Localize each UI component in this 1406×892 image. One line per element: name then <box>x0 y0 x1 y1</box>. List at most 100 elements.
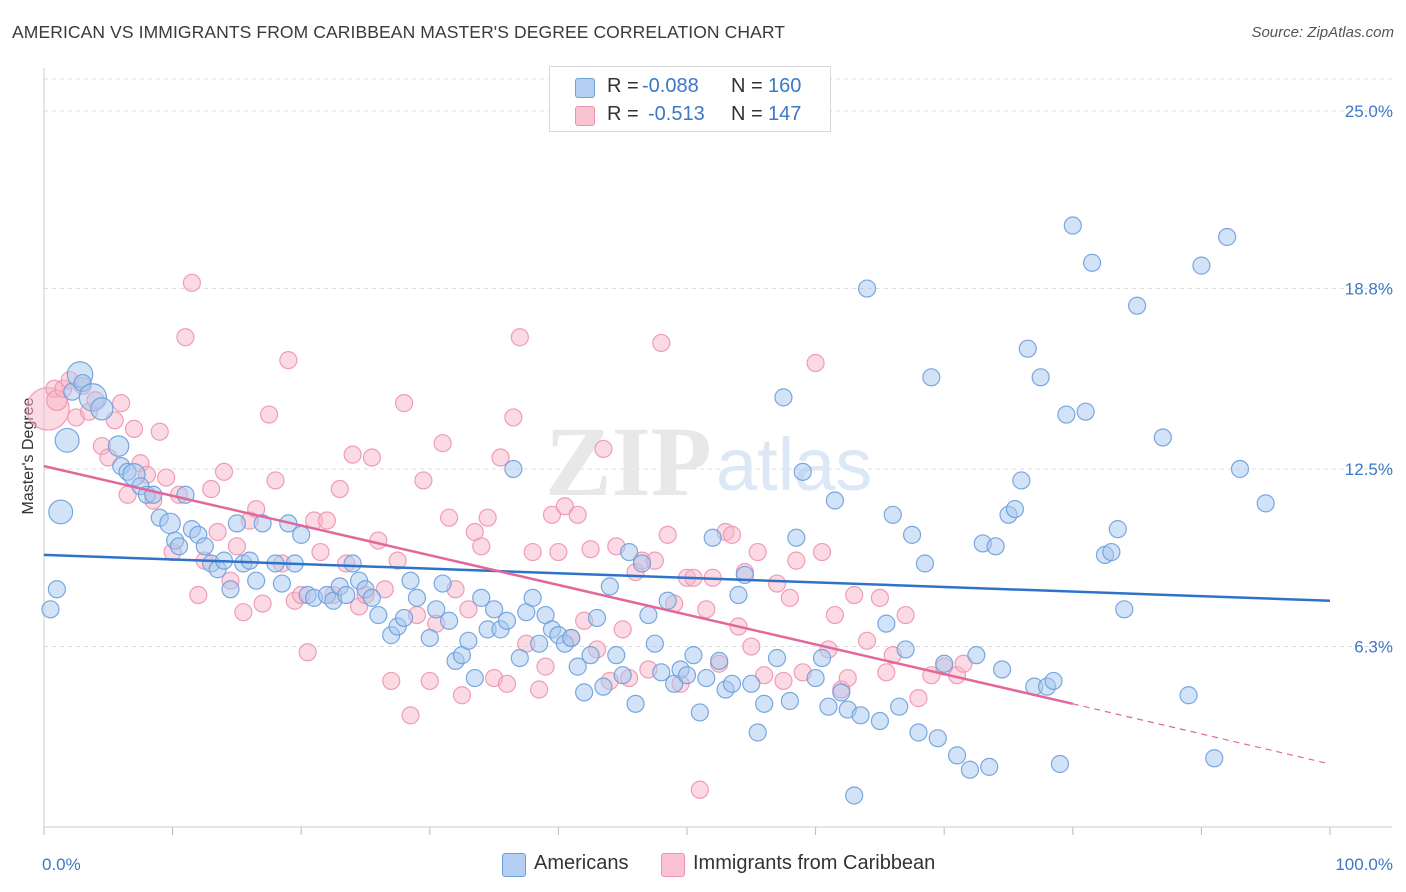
americans-point <box>1031 368 1050 387</box>
caribbean-point <box>157 468 176 487</box>
americans-point <box>896 640 915 659</box>
americans-point <box>407 588 427 607</box>
americans-point <box>292 525 311 544</box>
americans-point <box>857 279 877 298</box>
americans-point <box>159 512 181 535</box>
americans-point <box>54 427 80 453</box>
americans-point <box>870 711 890 731</box>
caribbean-point <box>530 680 549 699</box>
legend-r-label: R = <box>607 103 639 125</box>
caribbean-point <box>658 525 677 544</box>
americans-point <box>459 631 478 650</box>
caribbean-point <box>690 780 709 799</box>
caribbean-point <box>202 479 221 499</box>
americans-point <box>497 611 517 630</box>
americans-point <box>710 651 729 670</box>
caribbean-point <box>504 408 523 427</box>
americans-point <box>742 674 761 693</box>
americans-point <box>1063 216 1082 235</box>
americans-point <box>722 674 742 693</box>
caribbean-point <box>767 574 787 593</box>
chart-title: AMERICAN VS IMMIGRANTS FROM CARIBBEAN MA… <box>12 22 786 42</box>
legend-n-value: 160 <box>768 75 802 97</box>
y-tick-label: 25.0% <box>1345 102 1393 121</box>
americans-point <box>851 706 870 725</box>
caribbean-point <box>497 674 517 693</box>
americans-point <box>90 397 114 421</box>
caribbean-point <box>491 448 510 467</box>
americans-point <box>645 634 664 653</box>
caribbean-point <box>150 422 169 441</box>
caribbean-point <box>459 600 478 619</box>
caribbean-point <box>420 671 439 691</box>
legend-n-label: N = <box>731 103 763 125</box>
caribbean-point <box>375 580 394 599</box>
legend-r-value: -0.513 <box>648 103 705 125</box>
tick-labels: 6.3% 12.5% 18.8% 25.0% 0.0% 100.0% <box>42 102 1393 874</box>
americans-point <box>362 588 382 607</box>
caribbean-point <box>279 351 298 370</box>
caribbean-point <box>568 505 587 524</box>
americans-point <box>607 646 626 665</box>
caribbean-point <box>845 585 864 605</box>
americans-point <box>240 551 259 570</box>
x-tick-label: 100.0% <box>1335 855 1393 874</box>
americans-point <box>343 554 362 573</box>
americans-point <box>729 585 748 605</box>
caribbean-point <box>259 405 279 424</box>
caribbean-point <box>227 537 246 556</box>
americans-point <box>439 611 459 630</box>
caribbean-point <box>311 542 330 562</box>
watermark: ZIP atlas <box>545 406 872 517</box>
caribbean-point <box>362 448 382 467</box>
americans-point <box>394 608 414 628</box>
americans-point <box>1256 494 1275 513</box>
caribbean-point <box>176 328 195 347</box>
americans-point <box>594 677 613 696</box>
americans-point <box>530 634 549 653</box>
bottom-legend-label-caribbean: Immigrants from Caribbean <box>693 852 936 874</box>
y-tick-label: 12.5% <box>1345 460 1393 479</box>
americans-point <box>812 648 832 668</box>
americans-point <box>485 600 504 619</box>
caribbean-point <box>439 508 459 527</box>
americans-point <box>626 694 645 713</box>
americans-point <box>980 757 999 776</box>
legend-swatch-americans <box>575 78 595 98</box>
legend-n-value: 147 <box>768 103 802 125</box>
x-tick-label: 0.0% <box>42 855 81 874</box>
americans-point <box>227 514 246 533</box>
caribbean-point <box>722 525 742 544</box>
legend-n-label: N = <box>731 75 763 97</box>
americans-point <box>755 694 774 713</box>
caribbean-trend-line <box>43 464 1074 706</box>
correlation-legend: R = -0.088 N = 160 R = -0.513 N = 147 <box>549 66 831 132</box>
caribbean-point <box>857 631 877 650</box>
americans-point <box>806 668 825 688</box>
americans-point <box>767 648 787 668</box>
americans-point <box>935 654 954 673</box>
caribbean-point <box>896 605 915 625</box>
americans-point <box>272 574 292 593</box>
americans-point <box>523 588 542 607</box>
americans-point <box>1005 499 1025 519</box>
americans-point <box>947 746 967 765</box>
caribbean-point <box>317 511 337 530</box>
americans-point <box>902 525 922 544</box>
bottom-legend-swatch-americans <box>502 853 526 877</box>
watermark-atlas: atlas <box>716 423 872 506</box>
caribbean-point <box>825 605 844 625</box>
americans-point <box>1044 671 1063 691</box>
y-axis-label: Master's Degree <box>20 397 37 514</box>
caribbean-point <box>954 654 973 673</box>
americans-point <box>1127 296 1147 315</box>
americans-point <box>1057 405 1076 424</box>
americans-point <box>967 646 986 665</box>
americans-point <box>748 723 767 742</box>
americans-point <box>1018 339 1037 358</box>
caribbean-point <box>742 637 761 656</box>
americans-point <box>41 600 60 619</box>
americans-point <box>652 663 671 682</box>
caribbean-point <box>536 657 555 676</box>
americans-point <box>1012 471 1031 490</box>
